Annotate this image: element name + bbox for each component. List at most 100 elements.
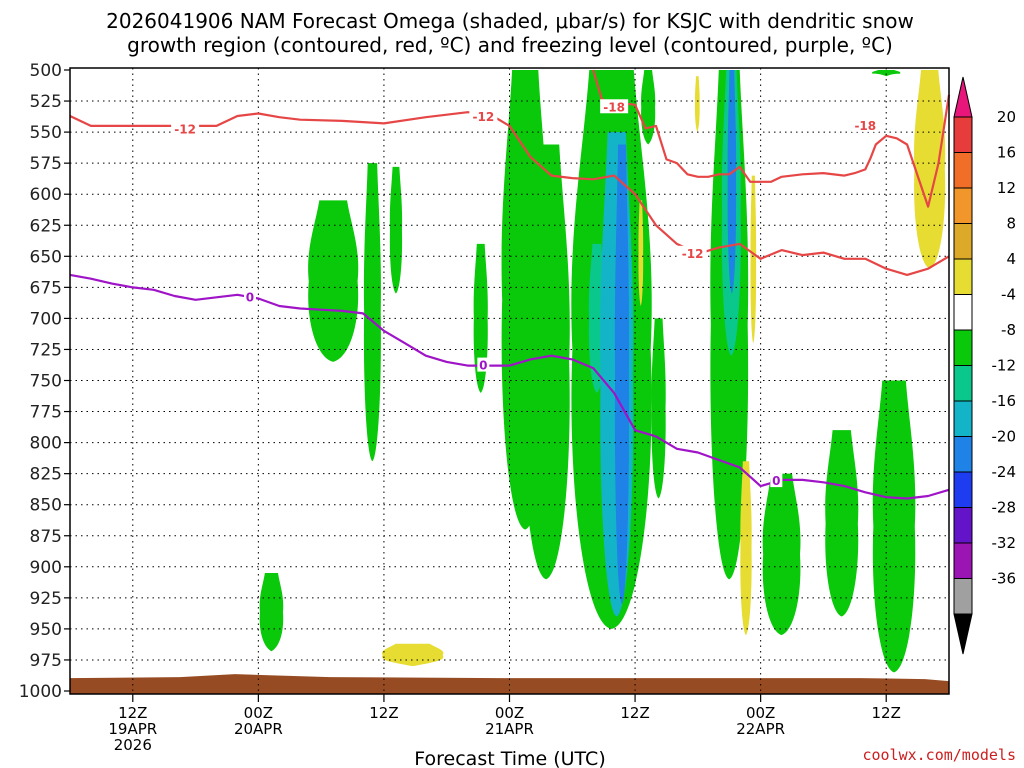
colorbar-segment-11 <box>953 507 973 544</box>
colorbar-segment-7 <box>953 365 973 402</box>
y-tick-label-775: 775 <box>30 403 62 423</box>
y-tick-label-900: 900 <box>30 558 62 578</box>
colorbar-label-11: -28 <box>992 499 1017 517</box>
colorbar-label-3: 8 <box>1006 215 1016 233</box>
contour-label-bg-7 <box>770 473 783 488</box>
omega-region-25 <box>381 643 444 667</box>
contour-label-5: 0 <box>246 290 254 304</box>
colorbar-label-6: -8 <box>1001 321 1016 339</box>
y-tick-label-575: 575 <box>30 154 62 174</box>
x-tick-label-12-1: 19APR <box>108 720 157 738</box>
x-tick-label-24-1: 20APR <box>234 720 283 738</box>
omega-region-21 <box>694 76 700 133</box>
colorbar-label-9: -20 <box>992 428 1017 446</box>
colorbar-segment-10 <box>953 471 973 508</box>
omega-region-6 <box>522 144 570 580</box>
y-tick-label-800: 800 <box>30 434 62 454</box>
contour-layer: -12 -12 -12 -18 -18 0 0 0 <box>69 69 951 500</box>
y-tick-label-850: 850 <box>30 496 62 516</box>
x-axis-label: Forecast Time (UTC) <box>414 748 605 768</box>
colorbar-segment-9 <box>953 436 973 473</box>
omega-region-0 <box>308 200 359 362</box>
colorbar: 20 16 12 8 4 -4 -8 -12 -16 -20 -24 -28 -32 -36 <box>953 76 1017 655</box>
colorbar-label-12: -32 <box>992 534 1017 552</box>
plot-area: -12 -12 -12 -18 -18 0 0 0 <box>69 67 951 695</box>
contour-label-4: -18 <box>854 119 876 133</box>
x-tick-label-72-0: 00Z <box>746 704 775 722</box>
y-tick-label-700: 700 <box>30 309 62 329</box>
colorbar-label-7: -12 <box>992 357 1017 375</box>
x-tick-label-36-0: 12Z <box>369 704 398 722</box>
omega-region-2 <box>389 166 403 294</box>
y-tick-label-550: 550 <box>30 123 62 143</box>
colorbar-top-arrow <box>953 76 973 118</box>
contour-label-1: -12 <box>472 110 494 124</box>
x-tick-label-60-0: 12Z <box>620 704 649 722</box>
contour-label-3: -18 <box>603 100 625 114</box>
x-tick-label-48-1: 21APR <box>485 720 534 738</box>
colorbar-label-2: 12 <box>997 179 1016 197</box>
y-tick-label-600: 600 <box>30 185 62 205</box>
omega-region-11 <box>641 70 656 145</box>
colorbar-segment-8 <box>953 400 973 437</box>
colorbar-bottom-arrow <box>953 613 973 655</box>
contour-label-bg-2 <box>678 245 707 260</box>
omega-region-4 <box>473 243 488 393</box>
colorbar-segment-1 <box>953 152 973 189</box>
colorbar-label-10: -24 <box>992 463 1017 481</box>
contour-label-bg-3 <box>600 99 629 114</box>
omega-region-15 <box>727 70 737 294</box>
omega-region-23 <box>740 461 752 636</box>
y-tick-label-625: 625 <box>30 216 62 236</box>
y-tick-label-950: 950 <box>30 620 62 640</box>
contour-label-7: 0 <box>772 474 780 488</box>
y-tick-label-875: 875 <box>30 527 62 547</box>
chart-title-line2: growth region (contoured, red, ºC) and f… <box>127 33 893 57</box>
contour-label-6: 0 <box>479 359 487 373</box>
contour-isotherm-1 <box>592 69 951 208</box>
y-tick-label-650: 650 <box>30 247 62 267</box>
y-tick-label-925: 925 <box>30 589 62 609</box>
omega-region-18 <box>872 380 916 673</box>
contour-label-bg-6 <box>477 357 490 372</box>
colorbar-segment-13 <box>953 578 973 615</box>
x-tick-label-24-0: 00Z <box>244 704 273 722</box>
omega-region-12 <box>651 318 666 499</box>
colorbar-label-13: -36 <box>992 570 1017 588</box>
contour-label-bg-1 <box>469 109 498 124</box>
contour-isotherm-0 <box>69 111 950 276</box>
omega-region-10 <box>614 144 630 605</box>
y-tick-label-1000: 1000 <box>19 682 62 702</box>
y-axis: 500 525 550 575 600 625 650 675 700 725 750 775 800 8… <box>19 61 70 702</box>
colorbar-label-0: 20 <box>997 108 1016 126</box>
colorbar-segment-0 <box>953 116 973 153</box>
contour-label-bg-0 <box>171 121 200 136</box>
omega-region-19 <box>872 70 901 77</box>
omega-region-17 <box>825 430 859 617</box>
y-tick-label-500: 500 <box>30 61 62 81</box>
y-tick-label-825: 825 <box>30 465 62 485</box>
colorbar-segment-4 <box>953 258 973 295</box>
omega-region-24 <box>750 175 757 344</box>
grid-layer <box>70 68 949 694</box>
chart-title-line1: 2026041906 NAM Forecast Omega (shaded, μ… <box>106 9 914 33</box>
y-tick-label-975: 975 <box>30 651 62 671</box>
omega-region-16 <box>762 473 801 636</box>
colorbar-segment-12 <box>953 542 973 579</box>
omega-region-3 <box>259 573 284 652</box>
credit-text: coolwx.com/models <box>862 746 1016 764</box>
contour-freezing_level-2 <box>69 273 950 500</box>
colorbar-label-5: -4 <box>1001 286 1016 304</box>
x-tick-label-12-2: 2026 <box>114 736 152 754</box>
omega-region-1 <box>363 163 381 462</box>
contour-label-bg-5 <box>243 289 256 304</box>
contour-label-0: -12 <box>174 123 196 137</box>
x-tick-label-48-0: 00Z <box>495 704 524 722</box>
contour-label-2: -12 <box>682 247 704 261</box>
x-tick-label-12-0: 12Z <box>118 704 147 722</box>
contour-label-bg-4 <box>851 117 880 132</box>
colorbar-segment-6 <box>953 329 973 366</box>
colorbar-segment-2 <box>953 187 973 224</box>
